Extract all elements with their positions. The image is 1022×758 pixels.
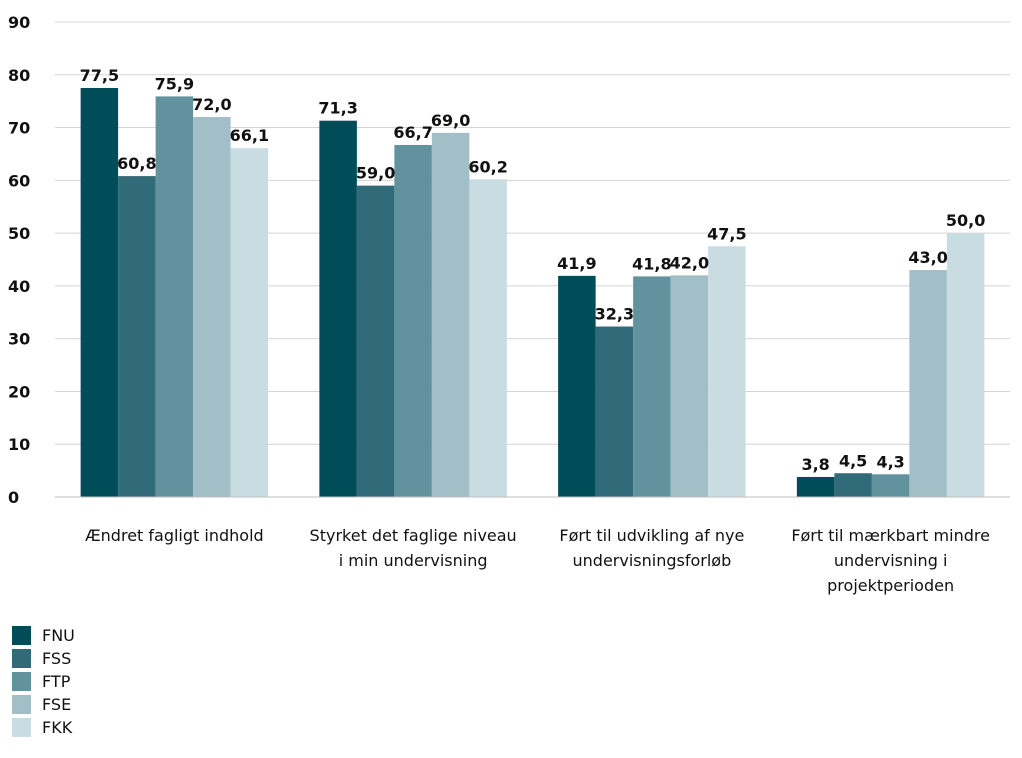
bar-fss	[118, 176, 156, 497]
legend-swatch	[12, 695, 31, 714]
data-label-fss: 59,0	[356, 164, 395, 183]
data-label-fse: 42,0	[670, 253, 709, 272]
bar-fkk	[708, 246, 746, 497]
data-label-fnu: 41,9	[557, 254, 596, 273]
legend-swatch	[12, 649, 31, 668]
bar-fss	[834, 473, 872, 497]
data-label-fss: 32,3	[595, 305, 634, 324]
data-label-fnu: 77,5	[80, 66, 119, 85]
data-label-fkk: 60,2	[468, 157, 507, 176]
data-labels: 77,5 60,8 75,9 72,0 66,1 71,3 59,0 66,769,0 60,2…	[80, 66, 986, 474]
legend-swatch	[12, 672, 31, 691]
data-label-ftp: 66,7	[393, 123, 432, 142]
legend-item-fnu: FNU	[12, 624, 75, 647]
legend-item-fse: FSE	[12, 693, 75, 716]
data-label-fse: 72,0	[192, 95, 231, 114]
bar-fss	[356, 185, 395, 497]
data-label-fss: 60,8	[117, 154, 156, 173]
bar-ftp	[633, 276, 671, 497]
bar-fse	[431, 132, 470, 498]
bar-fnu	[80, 87, 119, 497]
bar-fss	[595, 326, 634, 497]
category-label: Ændret fagligt indhold	[85, 526, 264, 545]
legend-label: FKK	[42, 718, 73, 737]
bar-ftp	[394, 144, 432, 497]
data-label-fnu: 71,3	[318, 99, 357, 118]
data-label-ftp: 4,3	[876, 452, 904, 471]
category-label: Ført til mærkbart mindre	[791, 526, 990, 545]
legend-label: FTP	[42, 672, 71, 691]
bar-fkk	[230, 148, 269, 497]
bar-ftp	[155, 96, 194, 498]
bar-fse	[909, 270, 947, 497]
y-tick-label: 40	[8, 277, 30, 296]
legend-item-ftp: FTP	[12, 670, 75, 693]
legend-swatch	[12, 626, 31, 645]
bar-chart: 0 10 20 30 40 50 60 70 80 90 77,5 60,8 75,9 72,0 66,1…	[8, 13, 1010, 595]
legend-label: FNU	[42, 626, 75, 645]
bar-fse	[670, 275, 709, 497]
legend-item-fss: FSS	[12, 647, 75, 670]
category-label: Ført til udvikling af nye	[559, 526, 744, 545]
category-label: Styrket det faglige niveau	[310, 526, 517, 545]
bars	[80, 87, 985, 498]
legend: FNU FSS FTP FSE FKK	[12, 624, 75, 739]
y-tick-label: 60	[8, 171, 30, 190]
category-label: projektperioden	[827, 576, 954, 595]
data-label-fse: 43,0	[908, 248, 947, 267]
legend-item-fkk: FKK	[12, 716, 75, 739]
data-label-fse: 69,0	[431, 111, 470, 130]
y-axis-ticks: 0 10 20 30 40 50 60 70 80 90	[8, 13, 30, 507]
y-tick-label: 90	[8, 13, 30, 32]
data-label-ftp: 41,8	[632, 254, 671, 273]
data-label-fkk: 47,5	[707, 224, 746, 243]
y-tick-label: 10	[8, 435, 30, 454]
y-tick-label: 80	[8, 66, 30, 85]
y-tick-label: 50	[8, 224, 30, 243]
bar-fnu	[319, 120, 357, 497]
category-label: undervisning i	[834, 551, 948, 570]
legend-label: FSE	[42, 695, 72, 714]
y-tick-label: 70	[8, 119, 30, 138]
data-label-fkk: 50,0	[946, 211, 985, 230]
category-label: undervisningsforløb	[573, 551, 732, 570]
x-axis-categories: Ændret fagligt indhold Styrket det faglig…	[85, 526, 990, 595]
bar-fkk	[469, 179, 507, 497]
data-label-fss: 4,5	[839, 451, 867, 470]
y-tick-label: 30	[8, 330, 30, 349]
bar-ftp	[871, 474, 910, 497]
bar-fnu	[558, 275, 596, 497]
legend-label: FSS	[42, 649, 72, 668]
data-label-fnu: 3,8	[801, 455, 829, 474]
legend-swatch	[12, 718, 31, 737]
bar-fkk	[946, 233, 985, 497]
data-label-ftp: 75,9	[155, 74, 194, 93]
y-tick-label: 0	[8, 488, 19, 507]
category-label: i min undervisning	[339, 551, 488, 570]
bar-fnu	[796, 476, 835, 497]
data-label-fkk: 66,1	[230, 126, 269, 145]
bar-fse	[193, 117, 231, 497]
y-tick-label: 20	[8, 382, 30, 401]
